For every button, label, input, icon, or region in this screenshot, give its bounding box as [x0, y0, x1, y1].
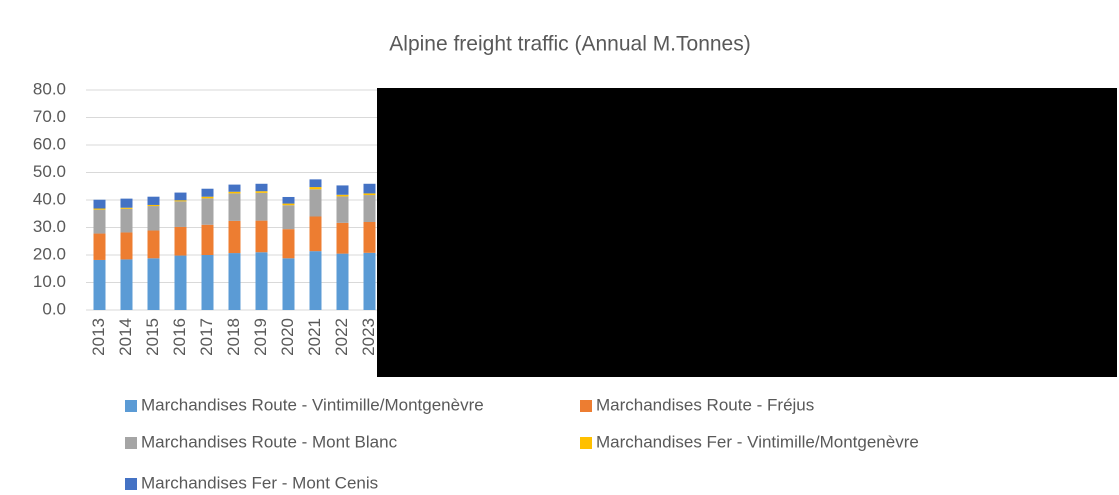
bar-segment — [93, 233, 106, 260]
x-tick-label: 2019 — [251, 318, 270, 356]
bar-segment — [309, 216, 322, 252]
bar-segment — [93, 209, 106, 234]
bar-segment — [93, 208, 106, 210]
bar-segment — [363, 195, 376, 222]
x-tick-label: 2023 — [359, 318, 378, 356]
legend-label: Marchandises Route - Fréjus — [596, 395, 814, 414]
legend-label: Marchandises Route - Vintimille/Montgenè… — [141, 395, 484, 414]
bar-segment — [336, 185, 349, 195]
bar-segment — [309, 251, 322, 310]
legend-label: Marchandises Route - Mont Blanc — [141, 432, 398, 451]
bar-segment — [363, 252, 376, 310]
bar-segment — [201, 224, 214, 255]
bar-segment — [201, 188, 214, 197]
y-tick-label: 30.0 — [33, 217, 66, 236]
bar-segment — [93, 259, 106, 310]
bar-segment — [309, 187, 322, 190]
legend-swatch — [125, 478, 137, 490]
bar-segment — [282, 258, 295, 310]
bar-segment — [282, 203, 295, 206]
bar-segment — [309, 189, 322, 217]
bar-segment — [120, 232, 133, 260]
x-tick-label: 2021 — [305, 318, 324, 356]
legend-swatch — [580, 437, 592, 449]
x-tick-label: 2015 — [143, 318, 162, 356]
bar-segment — [147, 204, 160, 207]
bar-segment — [363, 193, 376, 196]
legend-label: Marchandises Fer - Mont Cenis — [141, 473, 378, 492]
y-tick-label: 20.0 — [33, 244, 66, 263]
bar-segment — [93, 199, 106, 209]
y-tick-label: 50.0 — [33, 162, 66, 181]
bar-segment — [174, 226, 187, 256]
bar-segment — [282, 196, 295, 204]
bar-segment — [363, 222, 376, 253]
bar-segment — [201, 196, 214, 199]
x-tick-label: 2020 — [278, 318, 297, 356]
bar-segment — [309, 179, 322, 188]
bar-segment — [228, 191, 241, 194]
bar-segment — [282, 205, 295, 230]
bar-segment — [174, 192, 187, 201]
x-tick-label: 2017 — [197, 318, 216, 356]
legend-label: Marchandises Fer - Vintimille/Montgenèvr… — [596, 432, 919, 451]
bar-segment — [120, 208, 133, 233]
bar-segment — [336, 253, 349, 310]
bar-segment — [255, 220, 268, 253]
y-tick-label: 40.0 — [33, 189, 66, 208]
chart-title: Alpine freight traffic (Annual M.Tonnes) — [389, 33, 750, 56]
bar-segment — [363, 183, 376, 194]
bar-segment — [255, 192, 268, 221]
x-tick-label: 2014 — [116, 318, 135, 356]
bar-segment — [120, 198, 133, 208]
y-tick-label: 10.0 — [33, 272, 66, 291]
legend-swatch — [125, 437, 137, 449]
y-tick-label: 60.0 — [33, 134, 66, 153]
bar-segment — [147, 196, 160, 205]
y-tick-label: 80.0 — [33, 79, 66, 98]
legend-swatch — [580, 400, 592, 412]
bar-segment — [174, 255, 187, 310]
bar-segment — [336, 196, 349, 223]
bar-segment — [120, 207, 133, 209]
bar-segment — [147, 230, 160, 259]
bar-segment — [201, 255, 214, 310]
bar-segment — [255, 252, 268, 310]
bar-segment — [174, 201, 187, 227]
bar-segment — [336, 194, 349, 197]
redaction — [377, 88, 1117, 377]
x-tick-label: 2022 — [332, 318, 351, 356]
x-tick-label: 2016 — [170, 318, 189, 356]
bar-segment — [120, 259, 133, 310]
bar-segment — [228, 193, 241, 221]
x-tick-label: 2013 — [89, 318, 108, 356]
bar-segment — [255, 183, 268, 192]
y-tick-label: 70.0 — [33, 107, 66, 126]
bar-segment — [147, 206, 160, 231]
bar-segment — [201, 198, 214, 225]
bar-segment — [174, 200, 187, 202]
y-tick-label: 0.0 — [42, 299, 66, 318]
bar-segment — [336, 222, 349, 254]
bar-segment — [147, 258, 160, 310]
x-tick-label: 2018 — [224, 318, 243, 356]
bar-segment — [228, 184, 241, 192]
bar-segment — [228, 220, 241, 254]
legend-swatch — [125, 400, 137, 412]
bar-segment — [228, 253, 241, 310]
bar-segment — [255, 191, 268, 193]
bar-segment — [282, 229, 295, 259]
